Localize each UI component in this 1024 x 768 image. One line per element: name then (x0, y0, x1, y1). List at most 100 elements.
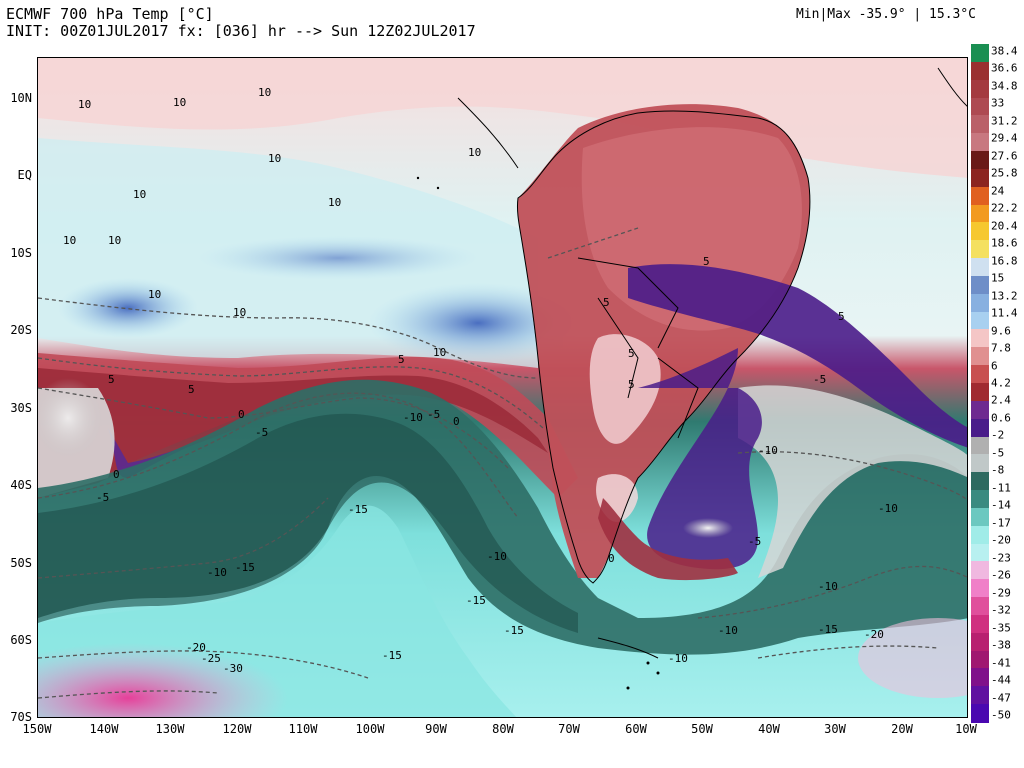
lon-label: 110W (288, 722, 318, 736)
lon-label: 80W (492, 722, 514, 736)
contour-label: -10 (818, 580, 838, 593)
lon-label: 20W (891, 722, 913, 736)
contour-label: -15 (818, 623, 838, 636)
colorbar-swatch (971, 418, 989, 438)
contour-label: -15 (235, 561, 255, 574)
contour-label: -15 (466, 594, 486, 607)
contour-label: -10 (403, 411, 423, 424)
colorbar-swatch (971, 597, 989, 616)
map-canvas: 10 10 10 10 10 10 10 10 10 10 10 10 5 5 5 5 5 5 5 5 0 0 0 0 -5 -5… (38, 58, 967, 717)
contour-label: -5 (96, 491, 109, 504)
colorbar-label: 16.8 (991, 254, 1018, 268)
contour-label: 0 (113, 468, 120, 481)
colorbar-label: 13.2 (991, 289, 1018, 303)
contour-label: -20 (186, 641, 206, 654)
contour-label: 5 (398, 353, 405, 366)
colorbar-label: 2.4 (991, 393, 1011, 407)
colorbar-label: 22.2 (991, 201, 1018, 215)
contour-lines (38, 227, 967, 699)
colorbar-swatch (971, 436, 989, 455)
lon-label: 60W (625, 722, 647, 736)
colorbar-label: -32 (991, 603, 1011, 617)
colorbar-swatch (971, 383, 989, 402)
contour-label: -10 (668, 652, 688, 665)
colorbar-swatch (971, 222, 989, 241)
colorbar-label: 18.6 (991, 236, 1018, 250)
colorbar-swatch (971, 400, 989, 420)
colorbar-swatch (971, 61, 989, 81)
temperature-map[interactable]: 10 10 10 10 10 10 10 10 10 10 10 10 5 5 5 5 5 5 5 5 0 0 0 0 -5 -5… (37, 57, 968, 718)
contour-label: -15 (348, 503, 368, 516)
contour-label: 5 (628, 347, 635, 360)
lat-label: 20S (10, 323, 32, 337)
colorbar-swatch (971, 329, 989, 348)
colorbar-label: 0.6 (991, 411, 1011, 425)
colorbar-swatch (971, 365, 989, 384)
colorbar-label: 11.4 (991, 306, 1018, 320)
colorbar (971, 44, 989, 723)
colorbar-label: 27.6 (991, 149, 1018, 163)
contour-label: 5 (703, 255, 710, 268)
contour-label: 10 (233, 306, 246, 319)
colorbar-label: -47 (991, 691, 1011, 705)
lon-label: 140W (89, 722, 119, 736)
colorbar-swatch (971, 632, 989, 652)
colorbar-label: -38 (991, 638, 1011, 652)
colorbar-swatch (971, 97, 989, 116)
colorbar-label: -11 (991, 481, 1011, 495)
contour-label: 10 (468, 146, 481, 159)
contour-label: 10 (268, 152, 281, 165)
colorbar-label: -20 (991, 533, 1011, 547)
contour-label: 10 (63, 234, 76, 247)
lat-label: 10N (10, 91, 32, 105)
map-title: ECMWF 700 hPa Temp [°C] (6, 5, 214, 23)
lat-label: 60S (10, 633, 32, 647)
contour-label: -10 (758, 444, 778, 457)
contour-label: -10 (487, 550, 507, 563)
colorbar-swatch (971, 186, 989, 206)
lon-label: 120W (222, 722, 252, 736)
contour-label: -5 (813, 373, 826, 386)
colorbar-label: 24 (991, 184, 1005, 198)
coastlines (457, 67, 967, 659)
colorbar-label: 38.4 (991, 44, 1018, 58)
colorbar-swatch (971, 614, 989, 634)
colorbar-swatch (971, 686, 989, 705)
lon-label: 30W (824, 722, 846, 736)
contour-label: 0 (453, 415, 460, 428)
min-max-readout: Min|Max -35.9° | 15.3°C (795, 7, 976, 22)
colorbar-swatch (971, 115, 989, 134)
colorbar-swatch (971, 561, 989, 580)
colorbar-label: 33 (991, 96, 1005, 110)
colorbar-swatch (971, 258, 989, 277)
colorbar-label: -50 (991, 708, 1011, 722)
contour-label: 0 (238, 408, 245, 421)
init-forecast-line: INIT: 00Z01JUL2017 fx: [036] hr --> Sun … (6, 22, 476, 40)
colorbar-label: -23 (991, 551, 1011, 565)
contour-label: -20 (864, 628, 884, 641)
colorbar-label: 36.6 (991, 61, 1018, 75)
contour-label: 10 (433, 346, 446, 359)
lat-label: 70S (10, 710, 32, 724)
contour-label: 0 (608, 552, 615, 565)
lon-label: 150W (22, 722, 52, 736)
colorbar-label: 9.6 (991, 324, 1011, 338)
contour-label: 10 (258, 86, 271, 99)
contour-label: 10 (148, 288, 161, 301)
colorbar-swatch (971, 579, 989, 598)
colorbar-swatch (971, 168, 989, 188)
colorbar-label: 20.4 (991, 219, 1018, 233)
colorbar-label: 7.8 (991, 341, 1011, 355)
colorbar-swatch (971, 44, 989, 63)
colorbar-swatch (971, 347, 989, 366)
lat-label: 40S (10, 478, 32, 492)
contour-label: 5 (108, 373, 115, 386)
colorbar-swatch (971, 525, 989, 545)
colorbar-label: 4.2 (991, 376, 1011, 390)
contour-label: 5 (838, 310, 845, 323)
colorbar-label: -26 (991, 568, 1011, 582)
colorbar-label: 25.8 (991, 166, 1018, 180)
colorbar-label: -14 (991, 498, 1011, 512)
colorbar-swatch (971, 454, 989, 473)
contour-label: -5 (255, 426, 268, 439)
